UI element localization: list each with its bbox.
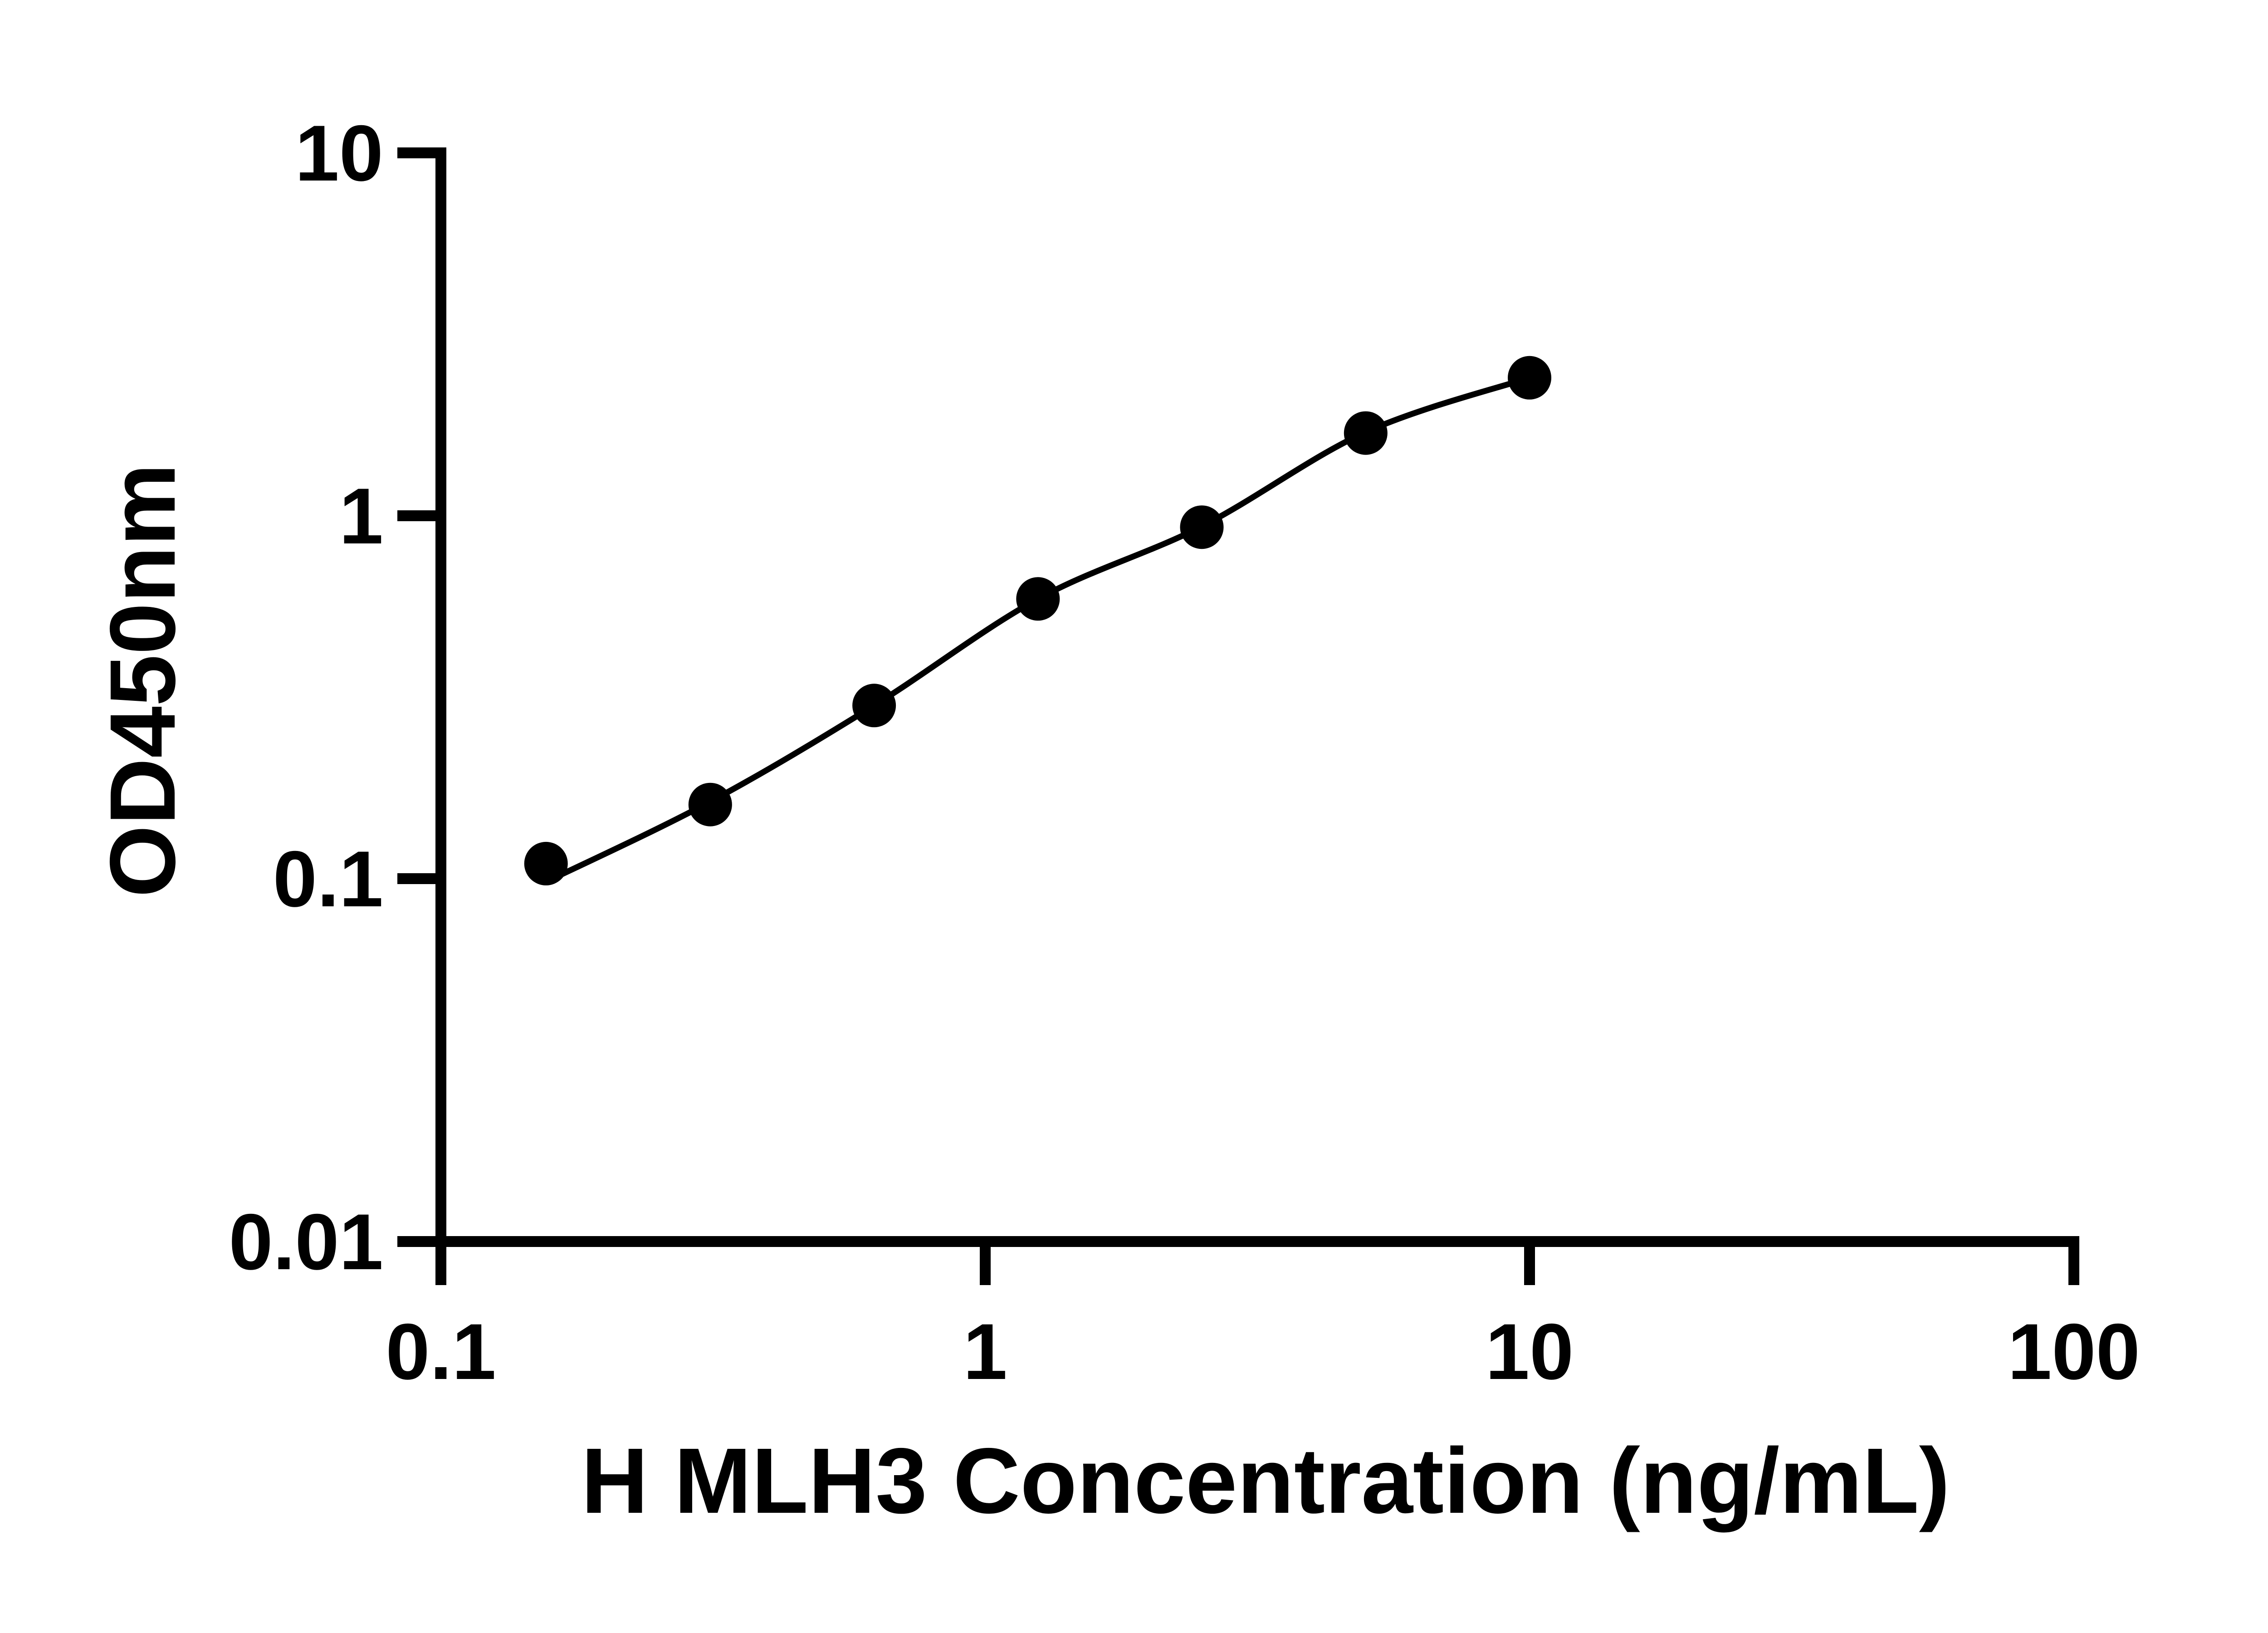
y-tick	[397, 147, 435, 158]
x-axis-line	[435, 1236, 2079, 1247]
data-point	[524, 841, 568, 885]
axes-layer	[435, 147, 2079, 1247]
data-point	[1180, 505, 1224, 549]
y-tick-label: 10	[295, 109, 383, 198]
data-point	[1344, 411, 1388, 455]
y-tick	[397, 873, 435, 884]
x-axis-title: H MLH3 Concentration (ng/mL)	[581, 1429, 1950, 1533]
data-point	[1016, 577, 1060, 621]
y-tick-label: 1	[339, 472, 383, 561]
x-tick	[980, 1247, 991, 1285]
data-point	[688, 782, 732, 826]
x-tick-label: 10	[1486, 1308, 1574, 1396]
data-point	[1508, 356, 1551, 400]
data-point	[852, 684, 896, 728]
x-tick-label: 100	[2008, 1308, 2140, 1396]
tick-layer	[397, 147, 2079, 1285]
y-tick	[397, 510, 435, 521]
y-tick-label: 0.01	[229, 1198, 383, 1286]
y-tick	[397, 1236, 435, 1247]
y-axis-line	[435, 147, 446, 1247]
y-axis-title: OD450nm	[91, 463, 195, 897]
x-tick	[1524, 1247, 1535, 1285]
y-tick-label: 0.1	[273, 835, 383, 924]
x-tick-label: 1	[963, 1308, 1007, 1396]
x-tick-label: 0.1	[386, 1308, 496, 1396]
x-tick	[2068, 1247, 2079, 1285]
point-layer	[524, 356, 1551, 885]
x-tick	[435, 1247, 446, 1285]
